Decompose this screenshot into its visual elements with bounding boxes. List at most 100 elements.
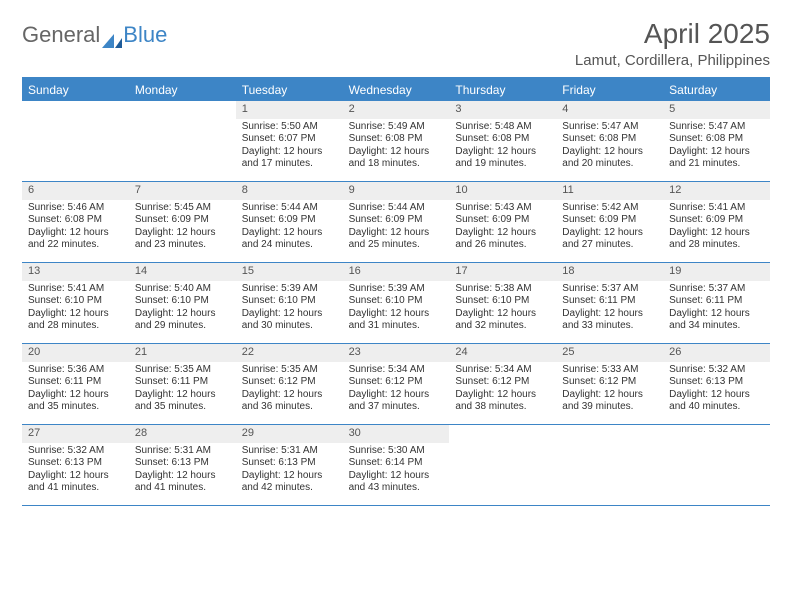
calendar-cell: 1Sunrise: 5:50 AMSunset: 6:07 PMDaylight… xyxy=(236,101,343,181)
day-number: 18 xyxy=(556,263,663,281)
daylight-text: Daylight: 12 hours and 37 minutes. xyxy=(349,389,444,414)
cell-body: Sunrise: 5:41 AMSunset: 6:09 PMDaylight:… xyxy=(663,200,770,256)
sunset-text: Sunset: 6:09 PM xyxy=(455,214,550,227)
cell-body: Sunrise: 5:34 AMSunset: 6:12 PMDaylight:… xyxy=(449,362,556,418)
cell-body: Sunrise: 5:44 AMSunset: 6:09 PMDaylight:… xyxy=(236,200,343,256)
sunset-text: Sunset: 6:11 PM xyxy=(669,295,764,308)
daylight-text: Daylight: 12 hours and 41 minutes. xyxy=(135,470,230,495)
day-number: 25 xyxy=(556,344,663,362)
sunset-text: Sunset: 6:08 PM xyxy=(562,133,657,146)
sunrise-text: Sunrise: 5:45 AM xyxy=(135,202,230,215)
sunrise-text: Sunrise: 5:34 AM xyxy=(349,364,444,377)
sunset-text: Sunset: 6:09 PM xyxy=(669,214,764,227)
day-number: 5 xyxy=(663,101,770,119)
header: General Blue April 2025 Lamut, Cordiller… xyxy=(22,18,770,75)
day-number xyxy=(663,425,770,429)
sunset-text: Sunset: 6:14 PM xyxy=(349,457,444,470)
daylight-text: Daylight: 12 hours and 35 minutes. xyxy=(28,389,123,414)
calendar-cell: 24Sunrise: 5:34 AMSunset: 6:12 PMDayligh… xyxy=(449,344,556,424)
weekday-label: Monday xyxy=(129,79,236,101)
calendar-cell: 15Sunrise: 5:39 AMSunset: 6:10 PMDayligh… xyxy=(236,263,343,343)
sunrise-text: Sunrise: 5:38 AM xyxy=(455,283,550,296)
logo-sail-icon xyxy=(102,28,122,42)
calendar-week: 6Sunrise: 5:46 AMSunset: 6:08 PMDaylight… xyxy=(22,182,770,263)
sunset-text: Sunset: 6:09 PM xyxy=(242,214,337,227)
cell-body: Sunrise: 5:34 AMSunset: 6:12 PMDaylight:… xyxy=(343,362,450,418)
day-number: 17 xyxy=(449,263,556,281)
sunrise-text: Sunrise: 5:34 AM xyxy=(455,364,550,377)
sunrise-text: Sunrise: 5:47 AM xyxy=(562,121,657,134)
calendar-week: 20Sunrise: 5:36 AMSunset: 6:11 PMDayligh… xyxy=(22,344,770,425)
daylight-text: Daylight: 12 hours and 31 minutes. xyxy=(349,308,444,333)
cell-body: Sunrise: 5:38 AMSunset: 6:10 PMDaylight:… xyxy=(449,281,556,337)
day-number: 2 xyxy=(343,101,450,119)
calendar-cell: 22Sunrise: 5:35 AMSunset: 6:12 PMDayligh… xyxy=(236,344,343,424)
calendar-cell xyxy=(129,101,236,181)
sunrise-text: Sunrise: 5:39 AM xyxy=(349,283,444,296)
day-number: 8 xyxy=(236,182,343,200)
sunset-text: Sunset: 6:12 PM xyxy=(562,376,657,389)
cell-body: Sunrise: 5:31 AMSunset: 6:13 PMDaylight:… xyxy=(129,443,236,499)
day-number: 24 xyxy=(449,344,556,362)
daylight-text: Daylight: 12 hours and 21 minutes. xyxy=(669,146,764,171)
day-number: 29 xyxy=(236,425,343,443)
sunrise-text: Sunrise: 5:44 AM xyxy=(242,202,337,215)
calendar-week: 1Sunrise: 5:50 AMSunset: 6:07 PMDaylight… xyxy=(22,101,770,182)
day-number: 14 xyxy=(129,263,236,281)
calendar-cell: 6Sunrise: 5:46 AMSunset: 6:08 PMDaylight… xyxy=(22,182,129,262)
calendar-cell: 30Sunrise: 5:30 AMSunset: 6:14 PMDayligh… xyxy=(343,425,450,505)
calendar-cell: 11Sunrise: 5:42 AMSunset: 6:09 PMDayligh… xyxy=(556,182,663,262)
sunrise-text: Sunrise: 5:32 AM xyxy=(669,364,764,377)
daylight-text: Daylight: 12 hours and 26 minutes. xyxy=(455,227,550,252)
day-number: 6 xyxy=(22,182,129,200)
sunrise-text: Sunrise: 5:42 AM xyxy=(562,202,657,215)
day-number: 1 xyxy=(236,101,343,119)
cell-body: Sunrise: 5:47 AMSunset: 6:08 PMDaylight:… xyxy=(663,119,770,175)
calendar-week: 27Sunrise: 5:32 AMSunset: 6:13 PMDayligh… xyxy=(22,425,770,506)
sunset-text: Sunset: 6:08 PM xyxy=(669,133,764,146)
calendar-cell: 16Sunrise: 5:39 AMSunset: 6:10 PMDayligh… xyxy=(343,263,450,343)
calendar-cell xyxy=(22,101,129,181)
sunset-text: Sunset: 6:13 PM xyxy=(669,376,764,389)
sunset-text: Sunset: 6:11 PM xyxy=(562,295,657,308)
sunrise-text: Sunrise: 5:48 AM xyxy=(455,121,550,134)
cell-body: Sunrise: 5:30 AMSunset: 6:14 PMDaylight:… xyxy=(343,443,450,499)
sunset-text: Sunset: 6:10 PM xyxy=(349,295,444,308)
sunrise-text: Sunrise: 5:50 AM xyxy=(242,121,337,134)
daylight-text: Daylight: 12 hours and 19 minutes. xyxy=(455,146,550,171)
title-block: April 2025 Lamut, Cordillera, Philippine… xyxy=(575,18,770,75)
calendar-cell: 28Sunrise: 5:31 AMSunset: 6:13 PMDayligh… xyxy=(129,425,236,505)
cell-body: Sunrise: 5:48 AMSunset: 6:08 PMDaylight:… xyxy=(449,119,556,175)
sunrise-text: Sunrise: 5:35 AM xyxy=(242,364,337,377)
sunset-text: Sunset: 6:08 PM xyxy=(455,133,550,146)
day-number: 9 xyxy=(343,182,450,200)
cell-body: Sunrise: 5:46 AMSunset: 6:08 PMDaylight:… xyxy=(22,200,129,256)
weekday-header: Sunday Monday Tuesday Wednesday Thursday… xyxy=(22,79,770,101)
daylight-text: Daylight: 12 hours and 23 minutes. xyxy=(135,227,230,252)
calendar-cell: 18Sunrise: 5:37 AMSunset: 6:11 PMDayligh… xyxy=(556,263,663,343)
calendar-cell: 27Sunrise: 5:32 AMSunset: 6:13 PMDayligh… xyxy=(22,425,129,505)
calendar-week: 13Sunrise: 5:41 AMSunset: 6:10 PMDayligh… xyxy=(22,263,770,344)
cell-body: Sunrise: 5:32 AMSunset: 6:13 PMDaylight:… xyxy=(22,443,129,499)
sunset-text: Sunset: 6:12 PM xyxy=(242,376,337,389)
sunset-text: Sunset: 6:10 PM xyxy=(242,295,337,308)
sunset-text: Sunset: 6:09 PM xyxy=(349,214,444,227)
calendar-cell: 5Sunrise: 5:47 AMSunset: 6:08 PMDaylight… xyxy=(663,101,770,181)
daylight-text: Daylight: 12 hours and 38 minutes. xyxy=(455,389,550,414)
daylight-text: Daylight: 12 hours and 36 minutes. xyxy=(242,389,337,414)
daylight-text: Daylight: 12 hours and 17 minutes. xyxy=(242,146,337,171)
sunrise-text: Sunrise: 5:39 AM xyxy=(242,283,337,296)
calendar-cell: 29Sunrise: 5:31 AMSunset: 6:13 PMDayligh… xyxy=(236,425,343,505)
calendar-cell: 10Sunrise: 5:43 AMSunset: 6:09 PMDayligh… xyxy=(449,182,556,262)
sunrise-text: Sunrise: 5:43 AM xyxy=(455,202,550,215)
cell-body: Sunrise: 5:42 AMSunset: 6:09 PMDaylight:… xyxy=(556,200,663,256)
calendar-cell: 13Sunrise: 5:41 AMSunset: 6:10 PMDayligh… xyxy=(22,263,129,343)
cell-body: Sunrise: 5:41 AMSunset: 6:10 PMDaylight:… xyxy=(22,281,129,337)
daylight-text: Daylight: 12 hours and 18 minutes. xyxy=(349,146,444,171)
day-number: 20 xyxy=(22,344,129,362)
sunset-text: Sunset: 6:11 PM xyxy=(135,376,230,389)
weekday-label: Friday xyxy=(556,79,663,101)
sunset-text: Sunset: 6:13 PM xyxy=(28,457,123,470)
weekday-label: Sunday xyxy=(22,79,129,101)
brand-part2: Blue xyxy=(123,22,167,48)
